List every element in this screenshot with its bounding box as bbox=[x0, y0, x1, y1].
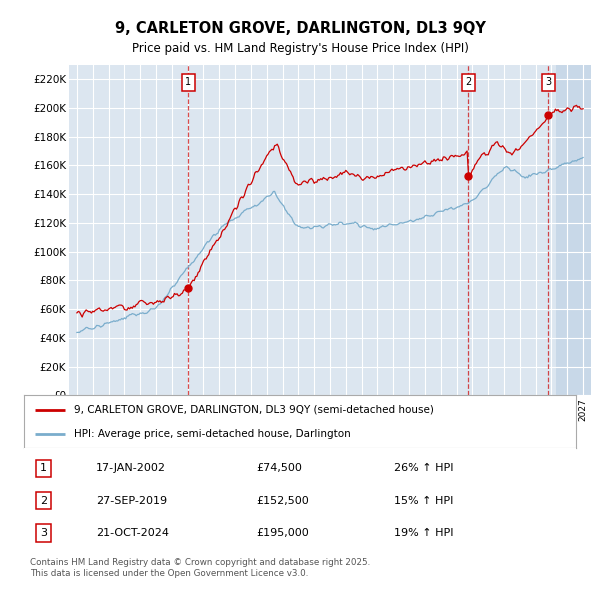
Text: £152,500: £152,500 bbox=[256, 496, 308, 506]
Text: £74,500: £74,500 bbox=[256, 464, 302, 473]
Text: 17-JAN-2002: 17-JAN-2002 bbox=[96, 464, 166, 473]
Text: 3: 3 bbox=[545, 77, 551, 87]
Text: 15% ↑ HPI: 15% ↑ HPI bbox=[394, 496, 453, 506]
Text: Price paid vs. HM Land Registry's House Price Index (HPI): Price paid vs. HM Land Registry's House … bbox=[131, 42, 469, 55]
Text: 9, CARLETON GROVE, DARLINGTON, DL3 9QY: 9, CARLETON GROVE, DARLINGTON, DL3 9QY bbox=[115, 21, 485, 36]
Text: Contains HM Land Registry data © Crown copyright and database right 2025.
This d: Contains HM Land Registry data © Crown c… bbox=[29, 558, 370, 578]
Text: 2: 2 bbox=[465, 77, 472, 87]
Text: 27-SEP-2019: 27-SEP-2019 bbox=[96, 496, 167, 506]
Text: HPI: Average price, semi-detached house, Darlington: HPI: Average price, semi-detached house,… bbox=[74, 429, 350, 439]
Text: £195,000: £195,000 bbox=[256, 527, 308, 537]
Text: 1: 1 bbox=[40, 464, 47, 473]
Bar bbox=[556, 65, 591, 395]
Text: 1: 1 bbox=[185, 77, 191, 87]
Text: 19% ↑ HPI: 19% ↑ HPI bbox=[394, 527, 454, 537]
Text: 3: 3 bbox=[40, 527, 47, 537]
Text: 2: 2 bbox=[40, 496, 47, 506]
Text: 26% ↑ HPI: 26% ↑ HPI bbox=[394, 464, 454, 473]
Text: 9, CARLETON GROVE, DARLINGTON, DL3 9QY (semi-detached house): 9, CARLETON GROVE, DARLINGTON, DL3 9QY (… bbox=[74, 405, 434, 415]
Text: 21-OCT-2024: 21-OCT-2024 bbox=[96, 527, 169, 537]
